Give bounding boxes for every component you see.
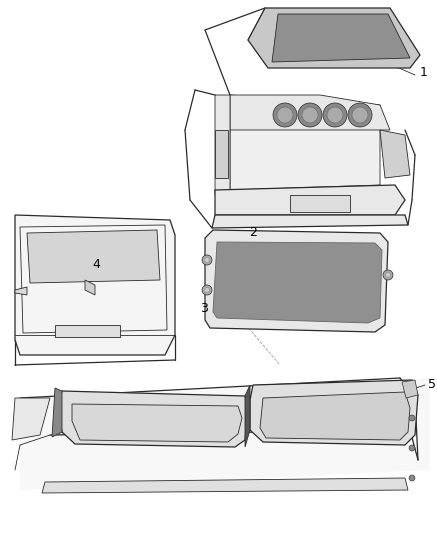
Polygon shape bbox=[230, 95, 380, 190]
Circle shape bbox=[202, 285, 212, 295]
Polygon shape bbox=[27, 230, 160, 283]
Text: 2: 2 bbox=[249, 227, 257, 239]
Polygon shape bbox=[42, 478, 408, 493]
Polygon shape bbox=[212, 215, 408, 228]
Circle shape bbox=[327, 107, 343, 123]
Circle shape bbox=[409, 415, 415, 421]
Circle shape bbox=[302, 107, 318, 123]
Circle shape bbox=[323, 103, 347, 127]
Text: 1: 1 bbox=[420, 66, 428, 78]
Circle shape bbox=[409, 475, 415, 481]
Polygon shape bbox=[72, 404, 242, 442]
Polygon shape bbox=[15, 215, 175, 355]
Text: 5: 5 bbox=[428, 377, 436, 391]
Polygon shape bbox=[55, 325, 120, 337]
Circle shape bbox=[205, 257, 209, 262]
Circle shape bbox=[383, 270, 393, 280]
Polygon shape bbox=[290, 195, 350, 212]
Polygon shape bbox=[260, 392, 410, 440]
Polygon shape bbox=[215, 95, 230, 195]
Polygon shape bbox=[245, 385, 250, 447]
Polygon shape bbox=[250, 380, 418, 445]
Circle shape bbox=[277, 107, 293, 123]
Text: 3: 3 bbox=[200, 302, 208, 314]
Polygon shape bbox=[230, 95, 390, 130]
Polygon shape bbox=[58, 391, 248, 447]
Text: 4: 4 bbox=[92, 259, 100, 271]
Polygon shape bbox=[12, 398, 50, 440]
Circle shape bbox=[385, 272, 391, 278]
Polygon shape bbox=[380, 130, 410, 178]
Circle shape bbox=[273, 103, 297, 127]
Circle shape bbox=[352, 107, 368, 123]
Circle shape bbox=[202, 255, 212, 265]
Polygon shape bbox=[272, 14, 410, 62]
Circle shape bbox=[298, 103, 322, 127]
Polygon shape bbox=[215, 130, 228, 178]
Polygon shape bbox=[85, 280, 95, 295]
Polygon shape bbox=[20, 378, 430, 490]
Polygon shape bbox=[52, 388, 62, 437]
Polygon shape bbox=[402, 380, 418, 398]
Circle shape bbox=[409, 445, 415, 451]
Circle shape bbox=[205, 287, 209, 293]
Polygon shape bbox=[248, 8, 420, 68]
Circle shape bbox=[348, 103, 372, 127]
Polygon shape bbox=[215, 185, 405, 215]
Polygon shape bbox=[15, 287, 27, 295]
Polygon shape bbox=[205, 230, 388, 332]
Polygon shape bbox=[213, 242, 382, 323]
